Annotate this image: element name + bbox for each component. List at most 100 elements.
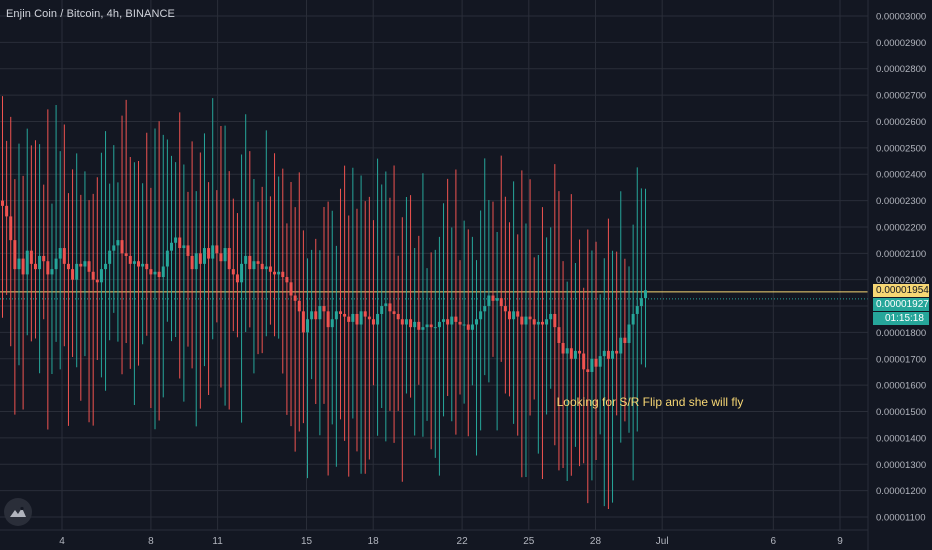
candle: [277, 176, 281, 339]
candle: [124, 99, 128, 343]
candle: [392, 165, 396, 443]
candle-body: [293, 295, 297, 301]
candle-body: [483, 306, 487, 312]
y-tick-label: 0.00002000: [876, 275, 926, 286]
candle-body: [363, 311, 367, 317]
x-tick-label: 22: [457, 536, 469, 547]
candle-body: [310, 311, 314, 320]
candle: [458, 260, 462, 395]
candle: [66, 193, 70, 426]
candle: [507, 222, 511, 397]
candle: [479, 210, 483, 431]
axes: [0, 0, 869, 550]
candle-body: [42, 255, 46, 262]
candle: [396, 255, 400, 411]
candle: [165, 139, 169, 322]
candle-body: [244, 255, 248, 264]
candle: [268, 196, 272, 325]
candle-body: [5, 205, 9, 217]
candle-body: [87, 261, 91, 272]
chart-annotation[interactable]: Looking for S/R Flip and she will fly: [557, 395, 744, 409]
candle-body: [25, 250, 29, 275]
y-tick-label: 0.00002200: [876, 222, 926, 233]
candle: [169, 155, 173, 342]
candle: [623, 258, 627, 422]
candle: [186, 191, 190, 347]
candle: [503, 196, 507, 394]
candle-body: [384, 303, 388, 307]
candle: [400, 217, 404, 482]
candle-body: [21, 258, 25, 275]
candle: [132, 162, 136, 406]
candle-body: [9, 216, 13, 241]
candle-body: [248, 255, 252, 270]
candle: [108, 183, 112, 341]
candle-body: [207, 248, 211, 259]
candle: [343, 165, 347, 441]
candle-body: [396, 313, 400, 320]
candle: [21, 175, 25, 410]
candle: [9, 116, 13, 347]
candle-body: [413, 321, 417, 328]
candle: [421, 173, 425, 437]
candle-body: [260, 263, 264, 270]
y-tick-label: 0.00002400: [876, 170, 926, 181]
candle-body: [586, 369, 590, 372]
candle: [178, 112, 182, 379]
candle-body: [429, 324, 433, 328]
candle-body: [149, 269, 153, 275]
candle-body: [306, 319, 310, 333]
candle-body: [639, 298, 643, 307]
candle-body: [466, 324, 470, 330]
x-tick-label: 11: [212, 536, 223, 547]
candle: [512, 181, 516, 424]
candle: [219, 126, 223, 388]
candle: [174, 162, 178, 338]
candle-body: [421, 327, 425, 330]
candle-body: [29, 250, 33, 264]
candle-body: [549, 313, 553, 320]
candle-body: [557, 327, 561, 343]
candle-body: [215, 245, 219, 254]
candle-body: [71, 269, 75, 280]
candle-body: [186, 245, 190, 256]
candle: [380, 184, 384, 408]
x-tick-label: 18: [368, 536, 380, 547]
candle: [211, 98, 215, 340]
candle: [549, 227, 553, 389]
y-tick-label: 0.00002700: [876, 91, 926, 102]
candle-body: [169, 242, 173, 251]
candle: [223, 125, 227, 406]
candle: [104, 131, 108, 391]
candle-body: [62, 248, 66, 264]
y-tick-label: 0.00001700: [876, 354, 926, 365]
candle: [338, 188, 342, 420]
candle-body: [219, 253, 223, 262]
candle-body: [182, 245, 186, 249]
candle-body: [235, 274, 239, 283]
candlestick-series[interactable]: [1, 96, 647, 510]
candle: [314, 238, 318, 405]
candle-body: [371, 319, 375, 325]
candle-body: [524, 316, 528, 325]
x-tick-label: 25: [523, 536, 535, 547]
candle-body: [116, 240, 120, 246]
candle-body: [631, 313, 635, 325]
candle: [256, 201, 260, 355]
candle-body: [33, 263, 37, 270]
candle: [355, 208, 359, 452]
candle: [310, 249, 314, 380]
candle-body: [347, 316, 351, 322]
candle: [466, 229, 470, 437]
candle-body: [79, 263, 83, 267]
y-tick-label: 0.00002900: [876, 38, 926, 49]
candle: [62, 124, 66, 347]
candle-body: [532, 319, 536, 325]
candle: [79, 194, 83, 401]
candle-body: [165, 250, 169, 267]
tradingview-logo-icon[interactable]: [4, 498, 32, 526]
candle: [42, 184, 46, 320]
candle: [322, 206, 326, 404]
candle-body: [50, 269, 54, 275]
